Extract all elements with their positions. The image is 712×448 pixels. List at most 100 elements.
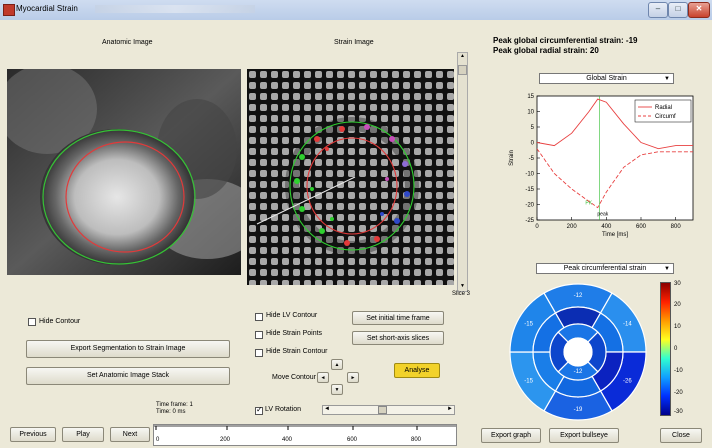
bullseye-value: -19 <box>574 407 583 413</box>
timeline-tick: 0 <box>156 437 160 443</box>
endocardial-contour <box>65 141 185 253</box>
set-short-axis-slices-button[interactable]: Set short-axis slices <box>352 331 444 345</box>
colorbar-tick: -30 <box>674 409 683 415</box>
anatomic-image-title: Anatomic Image <box>102 39 153 46</box>
set-initial-time-frame-button[interactable]: Set initial time frame <box>352 311 444 325</box>
move-right-button[interactable]: ► <box>347 372 359 383</box>
timeline-tick: 800 <box>411 437 422 443</box>
x-tick-label: 800 <box>671 224 682 230</box>
colorbar-tick: 20 <box>674 302 681 308</box>
bullseye-plot[interactable]: -12 -14 -26 -19 -15 -15 -12 <box>507 282 649 422</box>
chevron-down-icon: ▼ <box>664 76 670 82</box>
bullseye-value: -12 <box>574 369 583 375</box>
bullseye-value: -14 <box>623 322 632 328</box>
next-button[interactable]: Next <box>110 427 150 442</box>
epicardial-contour <box>42 129 196 265</box>
lv-rotation-slider[interactable]: ◄ ► <box>322 405 455 415</box>
hide-contour-label: Hide Contour <box>39 318 81 325</box>
legend-entry: Circumf <box>655 114 676 120</box>
minimize-button[interactable]: – <box>648 2 668 18</box>
anatomic-image[interactable] <box>7 69 241 275</box>
move-down-button[interactable]: ▼ <box>331 384 343 395</box>
chevron-down-icon: ▼ <box>664 266 670 272</box>
legend-box <box>634 99 692 123</box>
strain-chart: 15 10 5 0 -5 -10 -15 -20 -25 0 200 400 600 800 Time [m… <box>495 90 700 250</box>
bullseye-svg: -12 -14 -26 -19 -15 -15 -12 <box>509 283 647 421</box>
title-bar: Myocardial Strain – □ ✕ <box>0 0 712 21</box>
hide-contour-checkbox[interactable] <box>28 318 36 326</box>
colorbar-tick: -20 <box>674 390 683 396</box>
colorbar <box>660 282 671 416</box>
colorbar-tick: 30 <box>674 281 681 287</box>
export-graph-button[interactable]: Export graph <box>481 428 541 443</box>
lv-rotation-label: LV Rotation <box>265 406 302 413</box>
hide-lv-contour-label: Hide LV Contour <box>266 312 318 319</box>
minimize-icon: – <box>655 4 661 13</box>
close-button[interactable]: Close <box>660 428 702 443</box>
legend-entry: Radial <box>655 105 672 111</box>
scroll-thumb[interactable] <box>458 65 467 75</box>
move-contour-label: Move Contour <box>272 374 316 381</box>
y-tick-label: 5 <box>531 125 535 131</box>
y-tick-label: 0 <box>531 141 535 147</box>
annotation-pk: PK <box>585 201 592 207</box>
set-anatomic-stack-button[interactable]: Set Anatomic Image Stack <box>26 367 230 385</box>
rotation-line <box>256 176 356 225</box>
strain-image-svg <box>247 69 454 285</box>
hide-strain-points-label: Hide Strain Points <box>266 330 323 337</box>
hide-lv-contour-checkbox[interactable] <box>255 313 263 321</box>
peak-radial-label: Peak global radial strain: 20 <box>493 46 599 55</box>
scroll-up-icon[interactable]: ▲ <box>460 53 465 59</box>
hide-strain-points-checkbox[interactable] <box>255 331 263 339</box>
y-tick-label: -20 <box>525 203 534 209</box>
y-tick-label: -15 <box>525 187 534 193</box>
timeline-axis[interactable]: 0 200 400 600 800 <box>153 424 457 446</box>
colorbar-tick: 0 <box>674 346 678 352</box>
bullseye-value: -15 <box>524 322 533 328</box>
y-tick-label: 10 <box>527 110 534 116</box>
hide-strain-contour-label: Hide Strain Contour <box>266 348 328 355</box>
anatomic-image-svg <box>7 69 241 275</box>
x-tick-label: 200 <box>567 224 578 230</box>
strain-image[interactable] <box>247 69 454 285</box>
peak-strain-dropdown[interactable]: Peak circumferential strain ▼ <box>536 263 674 274</box>
bullseye-value: -15 <box>524 379 533 385</box>
x-tick-label: 0 <box>535 224 539 230</box>
y-axis-label: Strain <box>509 150 515 166</box>
x-axis-label: Time [ms] <box>602 232 628 238</box>
slice-label: Slice 3 <box>452 291 471 297</box>
move-left-button[interactable]: ◄ <box>317 372 329 383</box>
move-up-button[interactable]: ▲ <box>331 359 343 370</box>
peak-strain-dropdown-value: Peak circumferential strain <box>563 265 647 272</box>
slider-left-icon[interactable]: ◄ <box>324 406 330 412</box>
series-line-circumf <box>536 148 693 209</box>
scroll-down-icon[interactable]: ▼ <box>460 283 465 289</box>
maximize-button[interactable]: □ <box>668 2 688 18</box>
timeline-tick: 600 <box>347 437 358 443</box>
strain-points <box>294 124 410 246</box>
peak-circ-label: Peak global circumferential strain: -19 <box>493 36 638 45</box>
colorbar-tick: 10 <box>674 324 681 330</box>
strain-image-title: Strain Image <box>334 39 374 46</box>
play-button[interactable]: Play <box>62 427 104 442</box>
series-line-radial <box>536 98 693 150</box>
lv-rotation-checkbox[interactable] <box>255 405 263 415</box>
slider-thumb[interactable] <box>378 406 387 414</box>
export-bullseye-button[interactable]: Export bullseye <box>549 428 619 443</box>
time-frame-label: Time frame: 1 <box>156 402 193 408</box>
timeline-tick: 400 <box>282 437 293 443</box>
slice-scrollbar[interactable]: ▲ ▼ <box>457 52 468 292</box>
x-tick-label: 600 <box>636 224 647 230</box>
export-segmentation-button[interactable]: Export Segmentation to Strain Image <box>26 340 230 358</box>
slider-right-icon[interactable]: ► <box>447 406 453 412</box>
timeline-ticks-svg <box>154 425 456 430</box>
hide-strain-contour-checkbox[interactable] <box>255 349 263 357</box>
maximize-icon: □ <box>675 4 681 13</box>
global-strain-dropdown[interactable]: Global Strain ▼ <box>539 73 674 84</box>
colorbar-tick: -10 <box>674 368 683 374</box>
previous-button[interactable]: Previous <box>10 427 56 442</box>
y-tick-label: 15 <box>527 94 534 100</box>
close-window-button[interactable]: ✕ <box>688 2 710 18</box>
analyse-button[interactable]: Analyse <box>394 363 440 378</box>
